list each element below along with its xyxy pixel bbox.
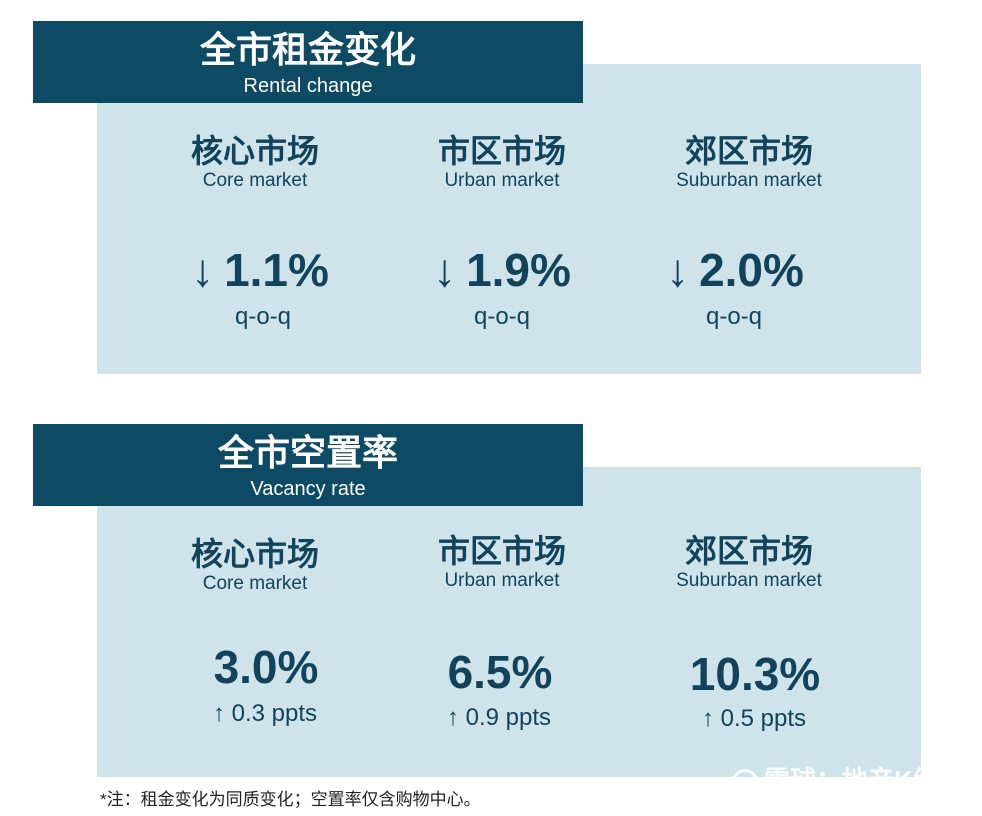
rental-urban-heading: 市区市场 Urban market xyxy=(377,132,627,192)
vacancy-suburban-value: 10.3% xyxy=(689,648,821,700)
market-name-en: Suburban market xyxy=(676,570,822,591)
rental-suburban-value: ↓ 2.0% xyxy=(610,243,860,297)
value-text: 1.1% xyxy=(224,244,329,296)
watermark: 雪球：地产K线 xyxy=(732,764,939,796)
vacancy-panel xyxy=(97,467,921,777)
vacancy-urban-heading: 市区市场 Urban market xyxy=(377,532,627,592)
rental-core-heading: 核心市场 Core market xyxy=(130,132,380,192)
market-name-en: Urban market xyxy=(444,570,560,591)
vacancy-suburban-heading: 郊区市场 Suburban market xyxy=(624,532,874,592)
watermark-text: 雪球：地产K线 xyxy=(764,765,939,795)
vacancy-urban-sub: ↑ 0.9 ppts xyxy=(446,704,552,731)
rental-suburban-heading: 郊区市场 Suburban market xyxy=(624,132,874,192)
rental-suburban-sub: q-o-q xyxy=(705,303,763,330)
market-name-en: Urban market xyxy=(444,170,560,191)
value-text: 1.9% xyxy=(466,244,571,296)
rental-header: 全市租金变化 Rental change xyxy=(33,21,583,103)
rental-urban-value: ↓ 1.9% xyxy=(377,243,627,297)
rental-urban-sub: q-o-q xyxy=(473,303,531,330)
vacancy-header: 全市空置率 Vacancy rate xyxy=(33,424,583,506)
rental-panel xyxy=(97,64,921,374)
down-arrow-icon: ↓ xyxy=(191,244,215,296)
market-name-en: Suburban market xyxy=(676,170,822,191)
vacancy-suburban-sub: ↑ 0.5 ppts xyxy=(701,705,807,732)
rental-core-sub: q-o-q xyxy=(234,303,292,330)
snowball-logo-icon xyxy=(732,769,758,796)
rental-core-value: ↓ 1.1% xyxy=(135,243,385,297)
vacancy-core-sub: ↑ 0.3 ppts xyxy=(212,700,318,727)
down-arrow-icon: ↓ xyxy=(433,244,457,296)
footnote: *注：租金变化为同质变化；空置率仅含购物中心。 xyxy=(100,790,481,809)
market-name-zh: 郊区市场 xyxy=(684,533,813,569)
market-name-zh: 市区市场 xyxy=(437,133,566,169)
vacancy-title-en: Vacancy rate xyxy=(250,478,366,500)
market-name-zh: 核心市场 xyxy=(190,536,319,572)
vacancy-title-zh: 全市空置率 xyxy=(217,432,398,473)
vacancy-core-value: 3.0% xyxy=(213,641,319,693)
rental-title-zh: 全市租金变化 xyxy=(199,29,416,70)
vacancy-core-heading: 核心市场 Core market xyxy=(130,535,380,595)
vacancy-urban-value: 6.5% xyxy=(447,646,553,698)
market-name-zh: 郊区市场 xyxy=(684,133,813,169)
value-text: 2.0% xyxy=(699,244,804,296)
market-name-en: Core market xyxy=(202,573,308,594)
market-name-zh: 市区市场 xyxy=(437,533,566,569)
rental-title-en: Rental change xyxy=(243,75,373,97)
market-name-zh: 核心市场 xyxy=(190,133,319,169)
down-arrow-icon: ↓ xyxy=(666,244,690,296)
market-name-en: Core market xyxy=(202,170,308,191)
